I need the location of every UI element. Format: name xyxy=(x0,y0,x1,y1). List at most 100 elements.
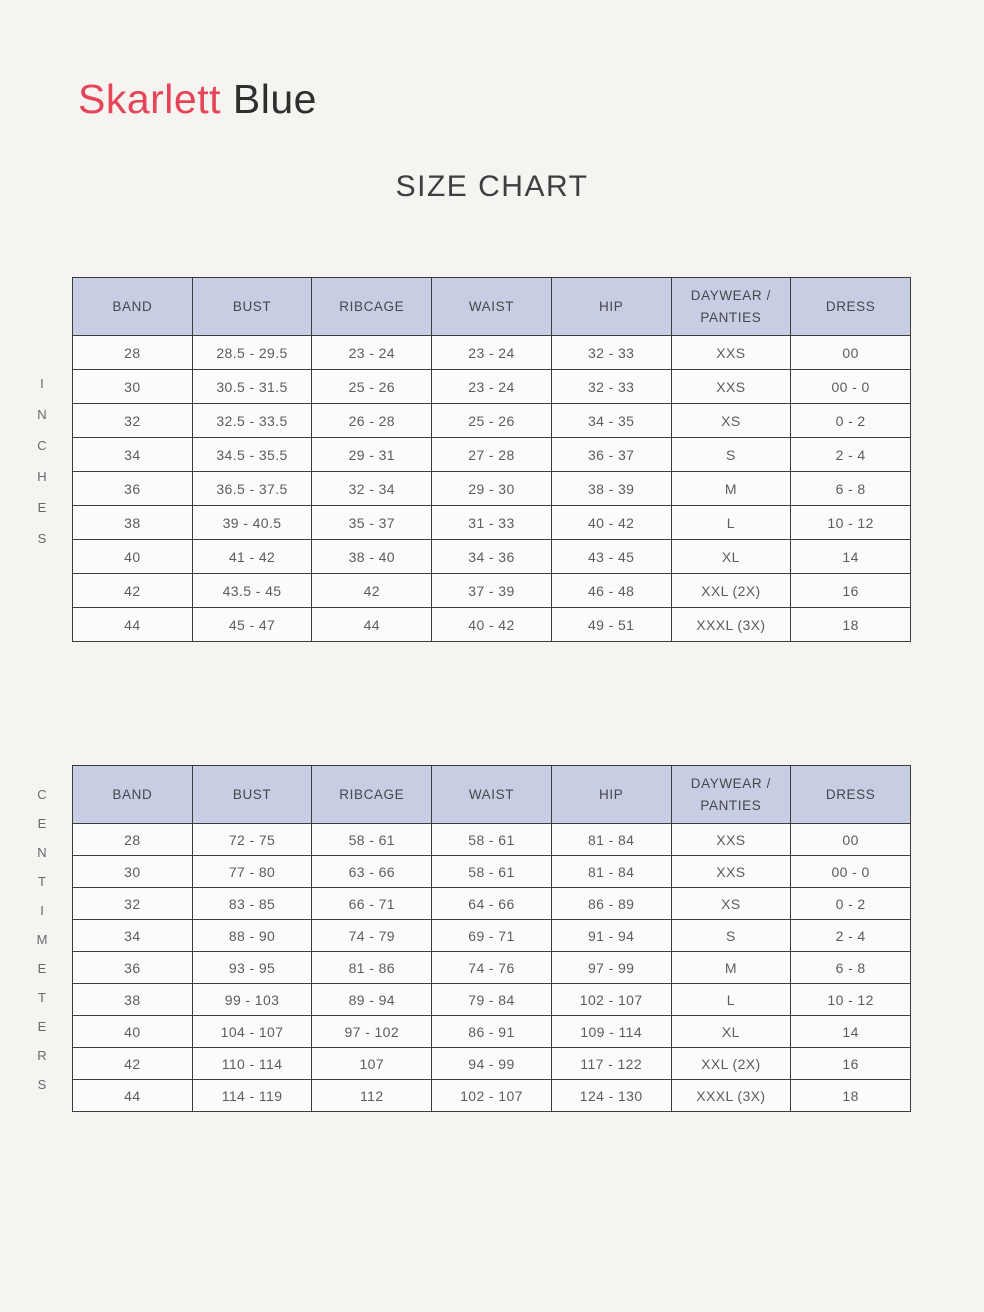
table-cell: 81 - 86 xyxy=(311,951,433,984)
table-row: 36 93 - 95 81 - 86 74 - 76 97 - 99 M 6 - 8 xyxy=(72,951,911,984)
table-cell: 18 xyxy=(790,607,911,642)
column-header: HIP xyxy=(550,765,672,824)
table-cell: 40 xyxy=(72,1015,193,1048)
table-cell: 124 - 130 xyxy=(550,1079,672,1112)
table-cell: XXS xyxy=(670,335,792,370)
table-cell: 16 xyxy=(790,1047,911,1080)
column-header: HIP xyxy=(550,277,672,336)
table-cell: 66 - 71 xyxy=(311,887,433,920)
table-cell: 109 - 114 xyxy=(550,1015,672,1048)
table-cell: 83 - 85 xyxy=(191,887,313,920)
table-cell: 36 xyxy=(72,471,193,506)
table-cell: 40 xyxy=(72,539,193,574)
table-cell: 23 - 24 xyxy=(431,369,552,404)
table-cell: 74 - 76 xyxy=(431,951,552,984)
table-cell: 32 xyxy=(72,887,193,920)
table-cell: M xyxy=(670,471,792,506)
table-cell: 38 xyxy=(72,505,193,540)
table-cell: 14 xyxy=(790,539,911,574)
column-header: DRESS xyxy=(790,765,911,824)
table-cell: 36 - 37 xyxy=(550,437,672,472)
table-cell: 72 - 75 xyxy=(191,823,313,856)
table-cell: 97 - 102 xyxy=(311,1015,433,1048)
table-cell: 40 - 42 xyxy=(550,505,672,540)
size-table-centimeters-body: 28 72 - 75 58 - 61 58 - 61 81 - 84 XXS 00 30 77 … xyxy=(72,823,911,1112)
table-cell: 93 - 95 xyxy=(191,951,313,984)
table-cell: 32 - 34 xyxy=(311,471,433,506)
table-cell: 79 - 84 xyxy=(431,983,552,1016)
column-header: WAIST xyxy=(431,765,552,824)
column-header: DAYWEAR / PANTIES xyxy=(670,765,792,824)
table-cell: 2 - 4 xyxy=(790,919,911,952)
table-row: 38 99 - 103 89 - 94 79 - 84 102 - 107 L 10 - 1… xyxy=(72,983,911,1016)
table-cell: 39 - 40.5 xyxy=(191,505,313,540)
table-cell: 28 xyxy=(72,335,193,370)
table-cell: XS xyxy=(670,403,792,438)
table-cell: 29 - 30 xyxy=(431,471,552,506)
table-cell: 117 - 122 xyxy=(550,1047,672,1080)
column-header: DAYWEAR / PANTIES xyxy=(670,277,792,336)
table-cell: 45 - 47 xyxy=(191,607,313,642)
table-cell: 0 - 2 xyxy=(790,887,911,920)
table-cell: 10 - 12 xyxy=(790,983,911,1016)
table-row: 28 72 - 75 58 - 61 58 - 61 81 - 84 XXS 00 xyxy=(72,823,911,856)
table-cell: 86 - 91 xyxy=(431,1015,552,1048)
table-cell: 77 - 80 xyxy=(191,855,313,888)
table-cell: 107 xyxy=(311,1047,433,1080)
table-cell: 28.5 - 29.5 xyxy=(191,335,313,370)
table-cell: 00 xyxy=(790,823,911,856)
size-table-inches-header: BAND BUST RIBCAGE WAIST HIP DAYWEAR / PANTIES… xyxy=(72,277,911,336)
brand-logo-secondary: Blue xyxy=(221,76,317,122)
table-cell: 42 xyxy=(311,573,433,608)
table-cell: 44 xyxy=(72,607,193,642)
table-row: 32 32.5 - 33.5 26 - 28 25 - 26 34 - 35 XS 0 - … xyxy=(72,403,911,438)
header-row: BAND BUST RIBCAGE WAIST HIP DAYWEAR / PANTIES… xyxy=(72,277,911,336)
table-cell: 42 xyxy=(72,1047,193,1080)
table-cell: 36.5 - 37.5 xyxy=(191,471,313,506)
table-cell: 10 - 12 xyxy=(790,505,911,540)
table-cell: 99 - 103 xyxy=(191,983,313,1016)
table-cell: 36 xyxy=(72,951,193,984)
table-cell: 34 - 36 xyxy=(431,539,552,574)
column-header: RIBCAGE xyxy=(311,277,433,336)
table-cell: 25 - 26 xyxy=(431,403,552,438)
table-cell: S xyxy=(670,919,792,952)
table-cell: 69 - 71 xyxy=(431,919,552,952)
table-cell: 32 - 33 xyxy=(550,335,672,370)
table-cell: 34.5 - 35.5 xyxy=(191,437,313,472)
table-cell: 43.5 - 45 xyxy=(191,573,313,608)
column-header: RIBCAGE xyxy=(311,765,433,824)
table-cell: 104 - 107 xyxy=(191,1015,313,1048)
unit-label-centimeters: C E N T I M E T E R S xyxy=(36,786,48,1092)
table-cell: 16 xyxy=(790,573,911,608)
table-row: 44 114 - 119 112 102 - 107 124 - 130 XXXL (3X… xyxy=(72,1079,911,1112)
table-cell: XXL (2X) xyxy=(670,573,792,608)
table-cell: 34 xyxy=(72,437,193,472)
table-cell: 40 - 42 xyxy=(431,607,552,642)
table-cell: 6 - 8 xyxy=(790,471,911,506)
column-header: BUST xyxy=(191,277,313,336)
table-cell: 30 xyxy=(72,369,193,404)
table-cell: 25 - 26 xyxy=(311,369,433,404)
table-cell: 23 - 24 xyxy=(311,335,433,370)
table-cell: 35 - 37 xyxy=(311,505,433,540)
table-cell: 32 xyxy=(72,403,193,438)
table-cell: 37 - 39 xyxy=(431,573,552,608)
table-cell: 38 - 40 xyxy=(311,539,433,574)
table-cell: XXS xyxy=(670,369,792,404)
column-header: BAND xyxy=(72,765,193,824)
table-cell: 30.5 - 31.5 xyxy=(191,369,313,404)
table-row: 42 110 - 114 107 94 - 99 117 - 122 XXL (2X) 16 xyxy=(72,1047,911,1080)
table-cell: 102 - 107 xyxy=(550,983,672,1016)
table-cell: XXXL (3X) xyxy=(670,607,792,642)
table-cell: 64 - 66 xyxy=(431,887,552,920)
table-cell: 6 - 8 xyxy=(790,951,911,984)
unit-label-inches: I N C H E S xyxy=(37,376,47,546)
table-cell: 14 xyxy=(790,1015,911,1048)
table-cell: L xyxy=(670,505,792,540)
table-cell: 27 - 28 xyxy=(431,437,552,472)
table-cell: 94 - 99 xyxy=(431,1047,552,1080)
table-cell: 49 - 51 xyxy=(550,607,672,642)
brand-logo-primary: Skarlett xyxy=(78,76,221,122)
table-cell: 23 - 24 xyxy=(431,335,552,370)
